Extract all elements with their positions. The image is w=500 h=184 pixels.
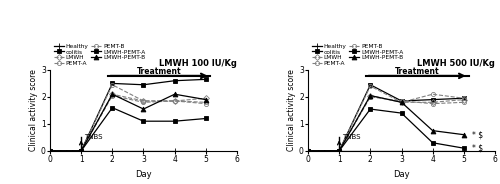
Text: Treatment: Treatment — [395, 67, 440, 76]
Y-axis label: Clinical activity score: Clinical activity score — [287, 70, 296, 151]
Text: LMWH 100 IU/Kg: LMWH 100 IU/Kg — [159, 59, 237, 68]
Y-axis label: Clinical activity score: Clinical activity score — [29, 70, 38, 151]
X-axis label: Day: Day — [135, 170, 152, 179]
Text: LMWH 500 IU/Kg: LMWH 500 IU/Kg — [417, 59, 495, 68]
Text: TNBS: TNBS — [84, 134, 102, 139]
Text: * $: * $ — [472, 144, 483, 153]
Text: Treatment: Treatment — [137, 67, 182, 76]
Legend: Healthy, colitis, LMWH, PEMT-A, PEMT-B, LMWH-PEMT-A, LMWH-PEMT-B: Healthy, colitis, LMWH, PEMT-A, PEMT-B, … — [311, 43, 404, 67]
Text: TNBS: TNBS — [342, 134, 360, 139]
Text: * $: * $ — [472, 130, 483, 139]
Legend: Healthy, colitis, LMWH, PEMT-A, PEMT-B, LMWH-PEMT-A, LMWH-PEMT-B: Healthy, colitis, LMWH, PEMT-A, PEMT-B, … — [53, 43, 146, 67]
X-axis label: Day: Day — [393, 170, 410, 179]
